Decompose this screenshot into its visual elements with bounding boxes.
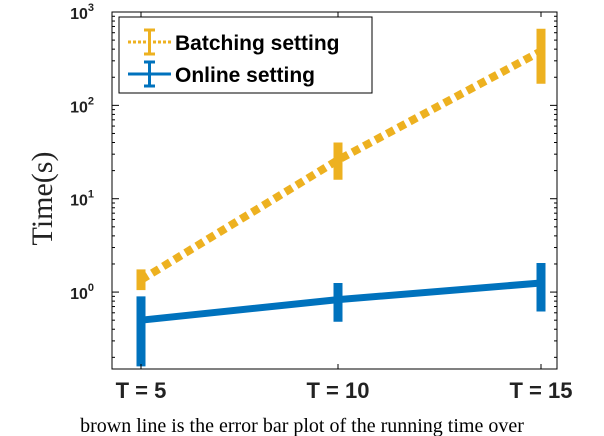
- data-point: [138, 317, 144, 324]
- y-tick-label: 103: [70, 2, 94, 23]
- data-point: [335, 157, 341, 163]
- legend-label: Batching setting: [175, 32, 340, 55]
- data-point: [138, 276, 144, 283]
- data-point: [538, 48, 544, 55]
- legend-box: [118, 16, 373, 94]
- figure-caption: brown line is the error bar plot of the …: [80, 416, 524, 436]
- axes: T = 5 T = 10 T = 15 100 101 102 103 Time(s): [26, 2, 572, 403]
- series-0: [136, 28, 546, 291]
- y-tick-label: 101: [70, 189, 94, 210]
- axes-box: [111, 11, 558, 370]
- legend-item-1: Online setting: [128, 60, 315, 88]
- series-group: [136, 28, 546, 367]
- x-tick-label: T = 15: [510, 378, 573, 403]
- y-axis-label: Time(s): [26, 152, 59, 246]
- y-tick-label: 100: [70, 282, 94, 303]
- x-tick-label: T = 5: [116, 378, 167, 403]
- x-tick-label: T = 10: [307, 378, 370, 403]
- legend-label: Online setting: [175, 64, 315, 87]
- legend: Batching setting Online setting: [118, 16, 373, 94]
- legend-item-0: Batching setting: [128, 28, 340, 56]
- data-point: [335, 296, 341, 303]
- data-point: [538, 280, 544, 286]
- series-line: [138, 47, 543, 284]
- y-tick-label: 102: [70, 95, 94, 116]
- series-1: [136, 263, 546, 367]
